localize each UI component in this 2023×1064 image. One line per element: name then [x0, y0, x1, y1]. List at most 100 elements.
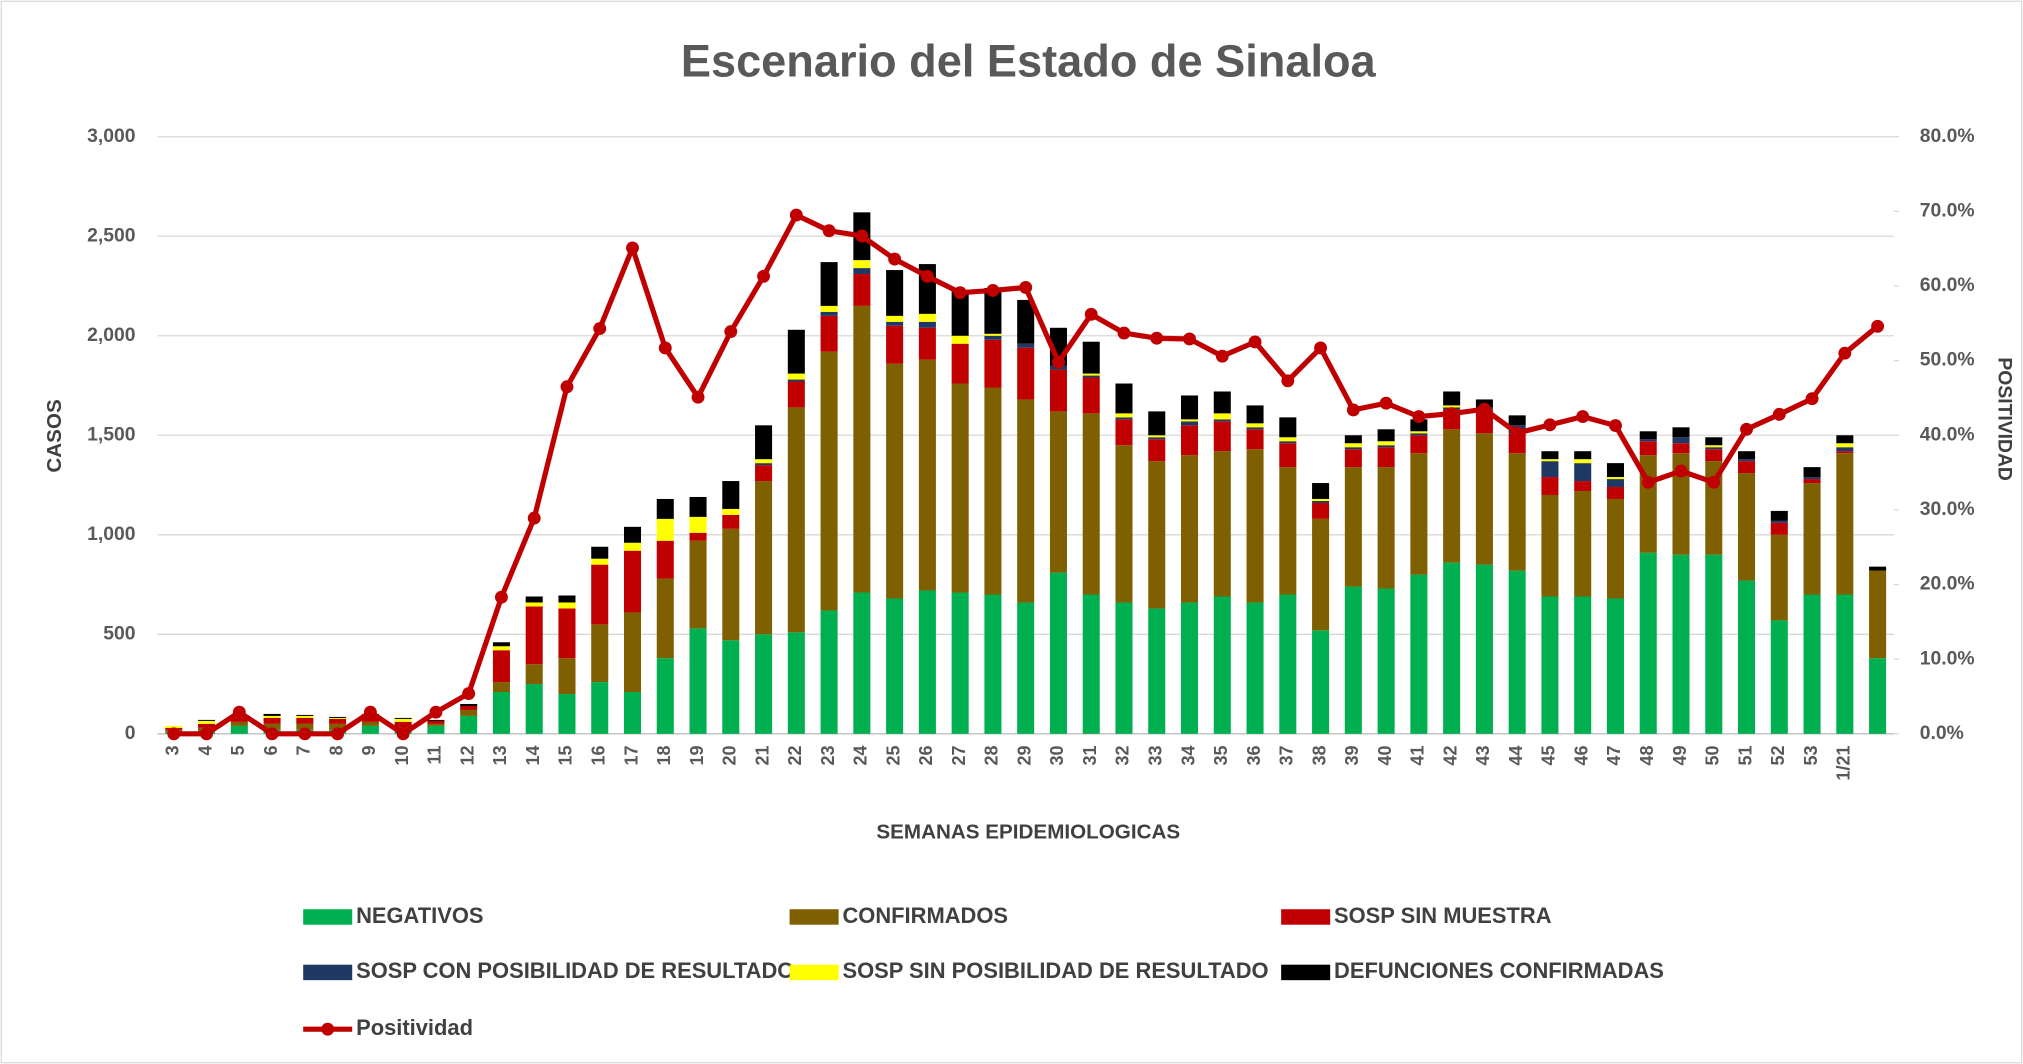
bar-segment — [722, 514, 740, 529]
line-marker — [1248, 335, 1262, 349]
bar-segment — [984, 339, 1002, 388]
line-marker — [626, 241, 639, 255]
bar-segment — [1246, 423, 1264, 428]
bar-segment — [623, 526, 642, 543]
bar-segment — [1574, 491, 1592, 597]
bar-segment — [1377, 441, 1395, 446]
bar-segment — [1312, 500, 1330, 503]
bar-segment — [230, 721, 248, 726]
bar-segment — [1115, 445, 1133, 603]
line-marker — [494, 590, 508, 604]
bar-segment — [722, 508, 740, 515]
bar-segment — [1279, 417, 1297, 438]
x-tick-label: 37 — [1277, 745, 1297, 765]
bar-segment — [1672, 554, 1690, 734]
x-tick-label: 36 — [1244, 745, 1264, 765]
x-tick-label: 33 — [1146, 745, 1166, 765]
bar-segment — [591, 624, 609, 683]
x-tick-label: 15 — [556, 745, 576, 765]
line-marker — [1641, 475, 1655, 489]
bar-segment — [1312, 502, 1330, 519]
bar-segment — [1279, 443, 1297, 468]
y2-tick-label: 50.0% — [1920, 349, 1975, 371]
line-marker — [462, 687, 476, 700]
bar-segment — [1836, 447, 1854, 452]
legend-marker — [321, 1022, 335, 1036]
bar-segment — [886, 270, 904, 316]
bar-segment — [1181, 421, 1199, 426]
bar-segment — [1344, 447, 1362, 450]
x-tick-label: 4 — [195, 745, 215, 755]
bar-segment — [1639, 552, 1657, 734]
legend-label: SOSP SIN MUESTRA — [1334, 903, 1552, 928]
bar-segment — [1770, 522, 1788, 535]
line-marker — [1346, 403, 1360, 417]
bar-segment — [1574, 481, 1592, 492]
line-marker — [1510, 426, 1524, 440]
bar-segment — [951, 383, 969, 593]
bar-segment — [1082, 341, 1100, 374]
bar-segment — [755, 481, 773, 635]
bar-segment — [755, 465, 773, 482]
legend-label: NEGATIVOS — [356, 903, 483, 928]
line-marker — [1609, 419, 1622, 433]
bar-segment — [787, 407, 805, 633]
line-marker — [920, 269, 934, 283]
bar-segment — [1705, 447, 1723, 450]
bar-segment — [951, 592, 969, 734]
bar-segment — [1148, 435, 1166, 438]
x-tick-label: 50 — [1703, 745, 1723, 765]
bar-segment — [1738, 459, 1756, 462]
bar-segment — [329, 718, 347, 724]
bar-segment — [689, 532, 707, 541]
bar-segment — [1574, 463, 1592, 482]
x-tick-label: 13 — [490, 745, 510, 765]
bar-segment — [230, 717, 248, 722]
bar-segment — [623, 542, 642, 551]
bar-segment — [525, 664, 543, 685]
bar-segment — [1082, 377, 1100, 414]
line-marker — [1314, 341, 1328, 355]
x-tick-label: 28 — [982, 745, 1002, 765]
line-marker — [1412, 410, 1426, 424]
bar-segment — [951, 289, 969, 336]
bar-segment — [656, 540, 674, 579]
y-tick-label: 2,500 — [87, 224, 135, 246]
bar-segment — [1443, 405, 1461, 408]
bar-segment — [1377, 447, 1395, 468]
bar-segment — [1836, 435, 1854, 444]
x-tick-label: 22 — [785, 745, 805, 765]
bar-segment — [1213, 421, 1231, 452]
y2-tick-label: 30.0% — [1920, 498, 1975, 520]
bar-segment — [1770, 534, 1788, 621]
bar-segment — [787, 373, 805, 380]
bar-segment — [525, 684, 543, 734]
bar-segment — [951, 343, 969, 384]
bar-segment — [361, 725, 379, 734]
bar-segment — [689, 540, 707, 629]
bar-segment — [492, 642, 510, 647]
bar-segment — [1508, 433, 1526, 454]
line-marker — [888, 252, 902, 266]
bar-segment — [361, 716, 379, 722]
bar-segment — [820, 305, 838, 312]
bar-segment — [558, 658, 576, 695]
bar-segment — [1344, 449, 1362, 468]
chart-title: Escenario del Estado de Sinaloa — [681, 35, 1377, 86]
x-tick-label: 51 — [1735, 745, 1755, 765]
bar-segment — [1803, 483, 1821, 595]
bar-segment — [984, 594, 1002, 734]
bar-segment — [492, 692, 510, 734]
line-marker — [1084, 307, 1098, 321]
bar-segment — [165, 725, 183, 728]
bar-segment — [755, 459, 773, 464]
bar-segment — [918, 590, 936, 734]
bar-segment — [1410, 574, 1428, 734]
bar-segment — [329, 723, 347, 730]
bar-segment — [1344, 586, 1362, 734]
bar-segment — [623, 612, 642, 693]
bar-segment — [1836, 443, 1854, 448]
x-tick-label: 48 — [1637, 745, 1657, 765]
line-marker — [1150, 331, 1164, 345]
bar-segment — [689, 516, 707, 533]
